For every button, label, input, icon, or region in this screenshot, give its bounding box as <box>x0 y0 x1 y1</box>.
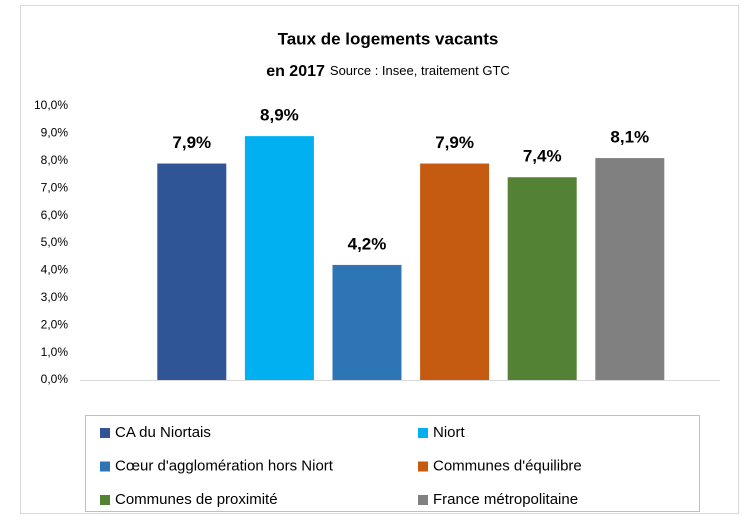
bar <box>420 163 490 380</box>
y-tick-label: 6,0% <box>41 208 69 222</box>
y-tick-label: 2,0% <box>41 317 69 331</box>
value-label: 8,1% <box>610 128 649 147</box>
legend-label: Niort <box>433 424 466 441</box>
value-label: 7,9% <box>435 133 474 152</box>
value-label: 4,2% <box>348 234 387 253</box>
chart-source: Source : Insee, traitement GTC <box>330 63 510 78</box>
legend-box <box>85 415 700 512</box>
chart-subtitle-line: en 2017 Source : Insee, traitement GTC <box>266 63 510 80</box>
bar <box>507 177 577 380</box>
chart-title: Taux de logements vacants <box>278 29 499 48</box>
bar <box>595 158 665 380</box>
legend-swatch <box>418 495 428 505</box>
y-tick-label: 9,0% <box>41 126 69 140</box>
y-tick-label: 7,0% <box>41 180 69 194</box>
legend-swatch <box>100 428 110 438</box>
legend-label: France métropolitaine <box>433 491 578 508</box>
y-tick-label: 8,0% <box>41 153 69 167</box>
bar <box>244 136 314 380</box>
y-tick-label: 0,0% <box>41 372 69 386</box>
y-tick-label: 5,0% <box>41 235 69 249</box>
legend-label: Cœur d'agglomération hors Niort <box>115 457 334 474</box>
legend-label: CA du Niortais <box>115 424 211 441</box>
value-label: 8,9% <box>260 106 299 125</box>
bar <box>332 264 402 380</box>
legend-swatch <box>418 461 428 472</box>
y-tick-label: 10,0% <box>34 98 68 112</box>
y-tick-label: 1,0% <box>41 345 69 359</box>
y-tick-label: 4,0% <box>41 263 69 277</box>
legend-label: Communes d'équilibre <box>433 457 582 474</box>
legend-swatch <box>100 461 110 472</box>
value-label: 7,4% <box>523 147 562 166</box>
legend-swatch <box>100 495 110 505</box>
chart-subtitle: en 2017 <box>266 63 325 80</box>
legend-label: Communes de proximité <box>115 491 278 508</box>
y-tick-label: 3,0% <box>41 290 69 304</box>
legend-swatch <box>418 428 428 438</box>
value-label: 7,9% <box>172 133 211 152</box>
bar <box>157 163 227 380</box>
